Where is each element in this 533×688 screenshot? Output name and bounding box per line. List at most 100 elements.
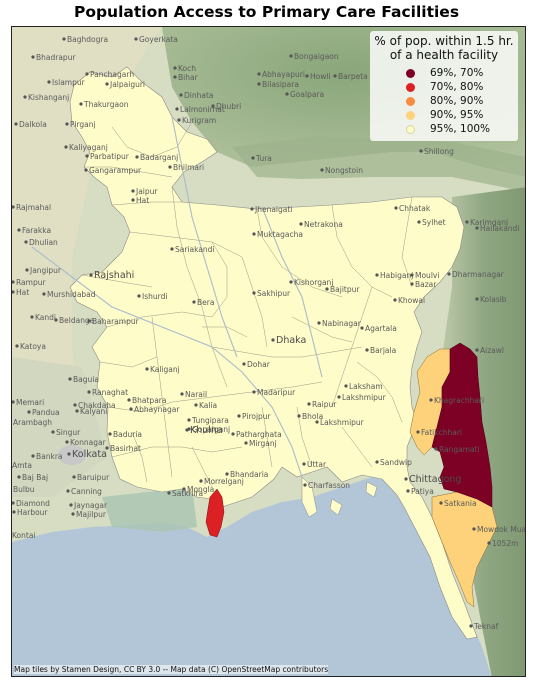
place-label: Baghdogra xyxy=(67,35,108,44)
place-dot xyxy=(465,220,469,224)
place-dot xyxy=(167,491,171,495)
place-dot xyxy=(31,55,35,59)
region-69-70[interactable] xyxy=(431,342,493,508)
place-label: Patharghata xyxy=(236,430,282,439)
place-dot xyxy=(185,428,189,432)
place-label: Dhulian xyxy=(29,238,58,247)
place-label: Shillong xyxy=(424,147,454,156)
place-label: Laksham xyxy=(349,382,383,391)
place-label: Dalkola xyxy=(19,120,47,129)
place-dot xyxy=(475,226,479,230)
legend-item-label: 80%, 90% xyxy=(430,95,484,107)
place-label: Nabinagar xyxy=(322,319,362,328)
region-95-100[interactable] xyxy=(69,66,478,640)
place-label: Abhayapuri xyxy=(262,70,305,79)
place-dot xyxy=(175,107,179,111)
place-label: Netrakona xyxy=(304,220,343,229)
district-boundaries xyxy=(81,121,413,488)
place-label: Kalia xyxy=(199,401,217,410)
place-dot xyxy=(250,207,254,211)
place-label: Dinhata xyxy=(184,91,214,100)
place-dot xyxy=(404,477,408,481)
meghalaya-plateau xyxy=(232,137,525,192)
place-dot xyxy=(375,273,379,277)
place-label: Konnagar xyxy=(70,438,107,447)
legend-item-label: 69%, 70% xyxy=(430,67,484,79)
place-label: Baharampur xyxy=(92,317,140,326)
place-dot xyxy=(68,377,72,381)
place-dot xyxy=(135,155,139,159)
place-label: Amta xyxy=(12,461,32,470)
place-dot xyxy=(75,409,79,413)
legend-swatch xyxy=(406,97,415,106)
place-label: Bhatpara xyxy=(132,396,166,405)
place-dot xyxy=(315,420,319,424)
place-label: Patiya xyxy=(411,487,434,496)
place-dot xyxy=(17,228,21,232)
place-label: Farakka xyxy=(22,226,51,235)
place-dot xyxy=(410,273,414,277)
place-dot xyxy=(64,145,68,149)
place-dot xyxy=(447,272,451,276)
place-label: Satkhira xyxy=(172,489,203,498)
place-label: Jalpaiguri xyxy=(109,80,145,89)
legend-item-label: 90%, 95% xyxy=(430,109,484,121)
place-label: Ishurdi xyxy=(142,292,167,301)
place-dot xyxy=(416,430,420,434)
place-label: Tura xyxy=(255,154,272,163)
place-dot xyxy=(14,122,18,126)
place-dot xyxy=(194,403,198,407)
place-label: Bulbu xyxy=(13,485,35,494)
place-dot xyxy=(360,326,364,330)
place-dot xyxy=(89,273,93,277)
place-label: Fatikchhari xyxy=(421,428,462,437)
place-label: Sakhipur xyxy=(257,289,291,298)
place-dot xyxy=(84,168,88,172)
place-label: Rampur xyxy=(16,278,46,287)
place-label: Rajshahi xyxy=(94,270,134,281)
place-dot xyxy=(257,72,261,76)
kolkata-urban xyxy=(58,445,86,465)
place-dot xyxy=(66,489,70,493)
place-dot xyxy=(177,118,181,122)
island-hatiya[interactable] xyxy=(329,498,343,516)
place-dot xyxy=(12,205,15,209)
place-dot xyxy=(487,541,491,545)
region-70-80[interactable] xyxy=(205,488,225,538)
place-dot xyxy=(472,527,476,531)
place-label: Moulvi xyxy=(415,271,439,280)
legend-title-line2: of a health facility xyxy=(389,48,499,62)
place-dot xyxy=(231,432,235,436)
place-label: Kurigram xyxy=(182,116,216,125)
place-label: Kandi xyxy=(35,313,56,322)
map-canvas[interactable]: Baghdogra Goyerkata Bhadrapur Islampur Panch… xyxy=(11,26,526,677)
island-bhola[interactable] xyxy=(301,476,318,518)
place-label: Pirojpur xyxy=(242,412,272,421)
legend-item-label: 95%, 100% xyxy=(430,123,491,135)
place-label: Jangipur xyxy=(29,266,62,275)
place-dot xyxy=(127,398,131,402)
place-dot xyxy=(410,282,414,286)
place-dot xyxy=(105,446,109,450)
island-sandwip[interactable] xyxy=(365,481,378,498)
place-label: Kolasib xyxy=(480,295,507,304)
place-label: Jhenaigati xyxy=(254,205,292,214)
place-dot xyxy=(419,149,423,153)
place-label: Rangamati xyxy=(439,445,480,454)
place-label: Mirganj xyxy=(249,439,277,448)
place-label: Majilpur xyxy=(76,510,107,519)
place-label: Nongstoin xyxy=(325,166,363,175)
place-label: Satkania xyxy=(444,499,477,508)
place-dot xyxy=(15,344,19,348)
place-label: Chittagong xyxy=(409,474,461,485)
place-label: Kishorganj xyxy=(294,278,333,287)
place-label: Arambagh xyxy=(13,418,52,427)
place-label: Kalyani xyxy=(80,407,107,416)
place-dot xyxy=(72,475,76,479)
place-dot xyxy=(24,240,28,244)
legend-item-label: 70%, 80% xyxy=(430,81,484,93)
place-label: Ranaghat xyxy=(92,388,128,397)
place-label: Gopalganj xyxy=(192,425,230,434)
place-dot xyxy=(31,454,35,458)
place-label: Sandwip xyxy=(380,458,412,467)
